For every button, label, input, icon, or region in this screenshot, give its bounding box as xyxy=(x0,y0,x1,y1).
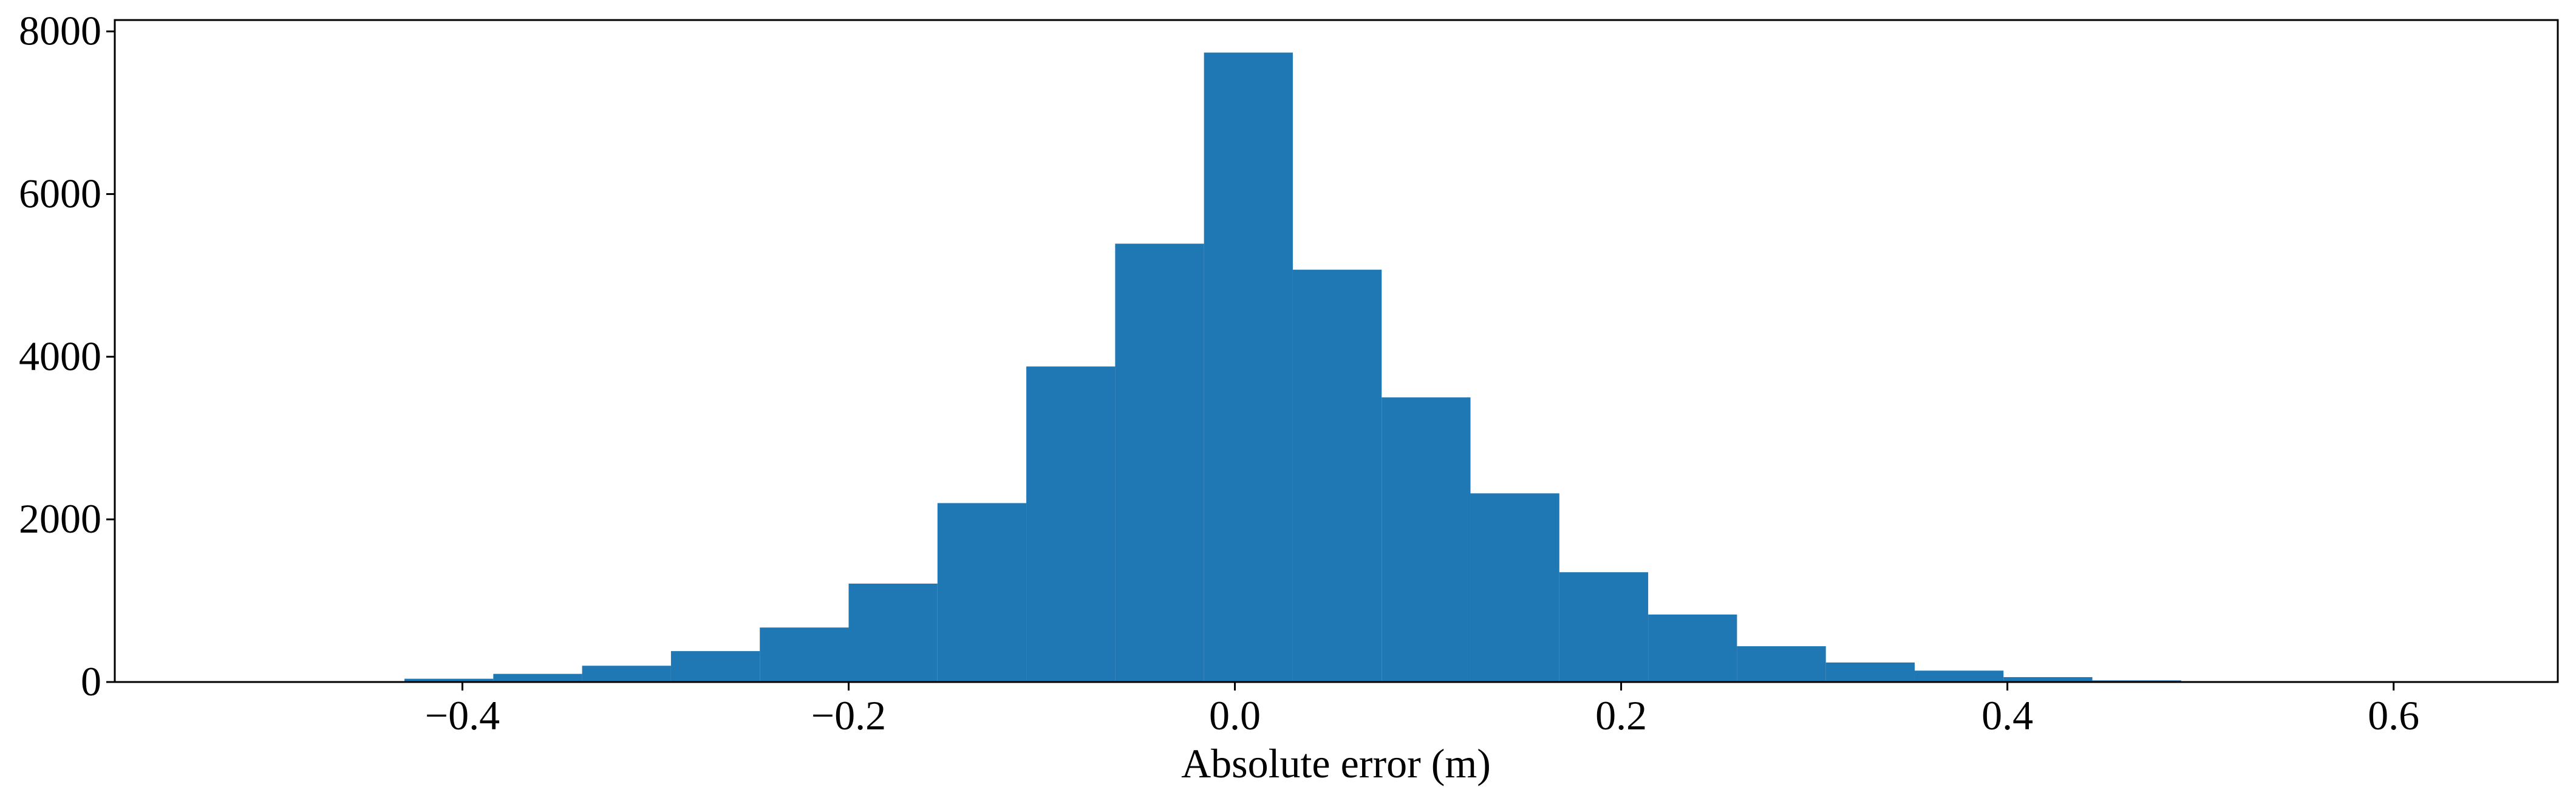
bar xyxy=(848,583,938,682)
x-tick-label: −0.2 xyxy=(811,692,886,738)
x-tick-label: 0.0 xyxy=(1209,692,1261,738)
x-tick-label: −0.4 xyxy=(425,692,500,738)
bar xyxy=(1204,52,1293,683)
y-tick-label: 8000 xyxy=(19,8,101,54)
bar xyxy=(1648,614,1737,682)
plot-frame xyxy=(114,19,2559,683)
bar xyxy=(1470,493,1559,682)
bar xyxy=(1382,397,1471,682)
bar xyxy=(937,503,1027,682)
y-tick-label: 6000 xyxy=(19,171,101,217)
x-tick-label: 0.4 xyxy=(1981,692,2033,738)
y-tick-label: 4000 xyxy=(19,333,101,379)
bar xyxy=(493,674,582,682)
bar xyxy=(1559,572,1649,682)
bar xyxy=(582,666,671,682)
bar xyxy=(1115,244,1204,682)
x-tick-label: 0.6 xyxy=(2368,692,2419,738)
bar xyxy=(1825,662,1915,682)
bar xyxy=(1737,646,1826,682)
bar xyxy=(2003,677,2093,682)
x-axis-label: Absolute error (m) xyxy=(1181,740,1491,786)
y-tick-label: 2000 xyxy=(19,496,101,542)
bar xyxy=(1292,270,1382,682)
bar xyxy=(1914,670,2004,682)
x-tick-label: 0.2 xyxy=(1595,692,1647,738)
y-tick-label: 0 xyxy=(81,658,101,704)
bar xyxy=(760,627,849,682)
bar xyxy=(1026,366,1116,682)
bar xyxy=(404,678,494,682)
bar xyxy=(670,651,760,682)
